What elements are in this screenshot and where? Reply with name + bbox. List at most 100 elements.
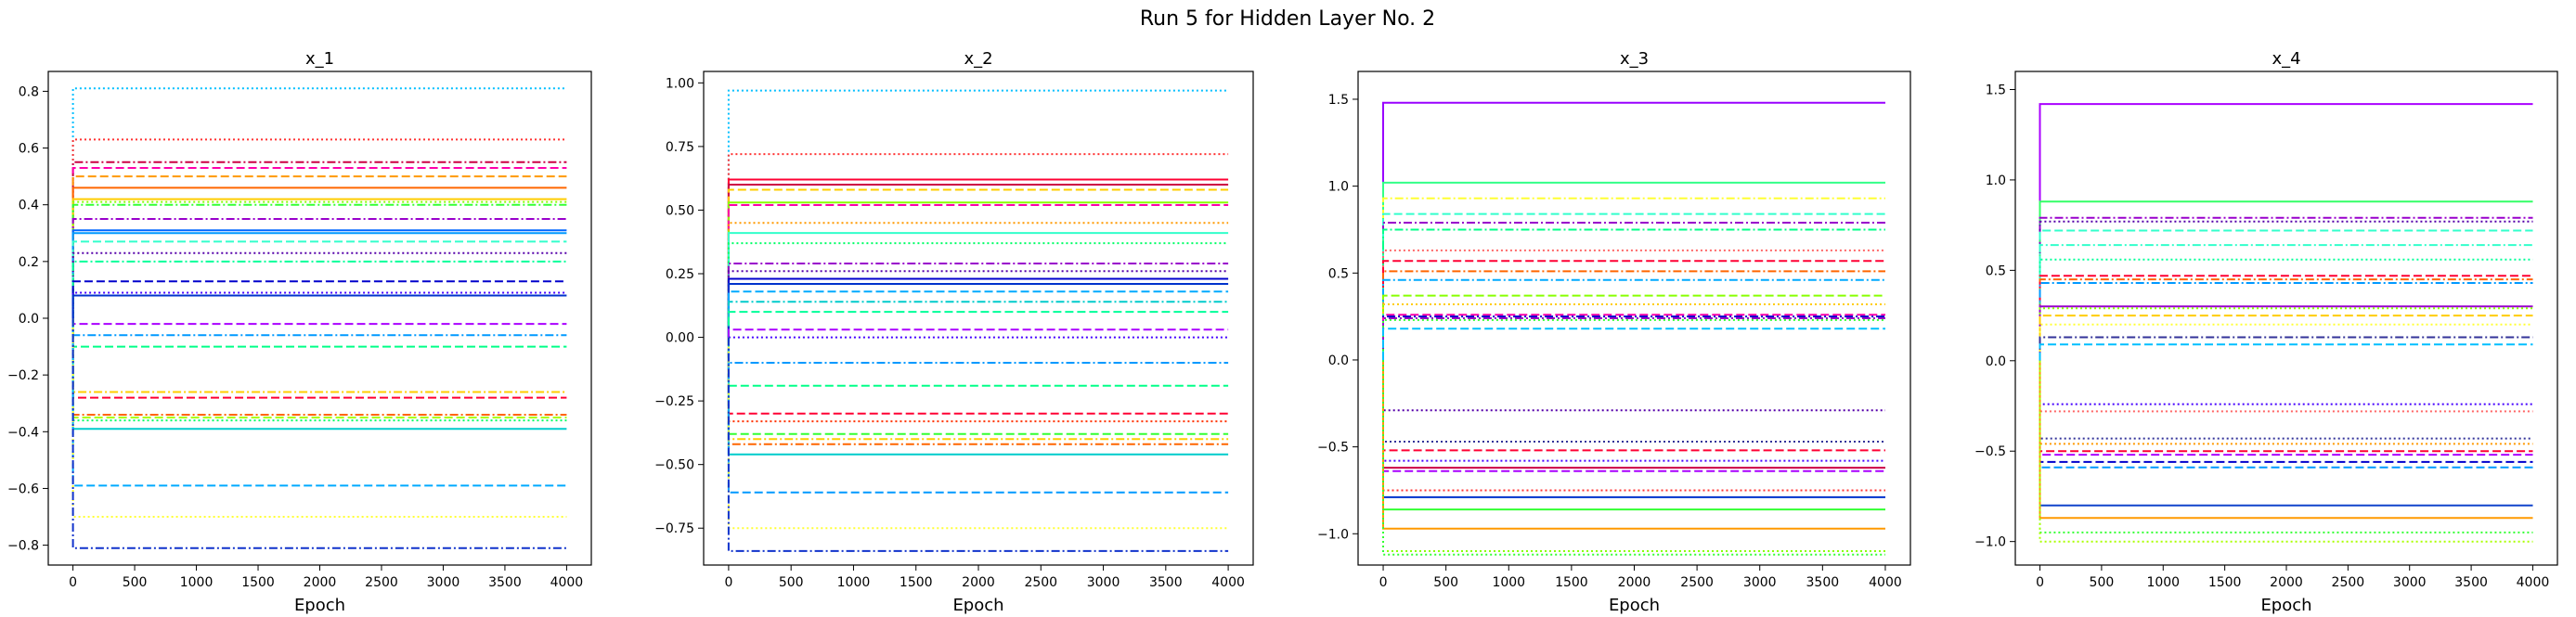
series-line-16 [2039, 343, 2533, 361]
x-tick-label: 3000 [427, 575, 460, 590]
y-tick-label: 1.0 [1986, 174, 2006, 188]
series-line-12 [2039, 307, 2533, 361]
x-axis-label: Epoch [1609, 596, 1660, 615]
series-line-18 [71, 294, 567, 318]
x-tick-label: 2500 [1680, 575, 1714, 590]
chart-panel-1: x_1 Epoch 0 500 1000 1500 2000 2500 3000 3500 4000… [7, 49, 592, 615]
series-line-30 [727, 337, 1229, 552]
series-line-24 [2039, 360, 2533, 469]
plot-area [2014, 71, 2558, 566]
x-tick-label: 2000 [2270, 575, 2303, 590]
x-tick-label: 3500 [488, 575, 522, 590]
series-line-17 [727, 311, 1229, 338]
x-tick-label: 1000 [2146, 575, 2180, 590]
y-tick-label: −1.0 [1974, 535, 2006, 550]
x-tick-label: 3500 [1806, 575, 1840, 590]
y-tick-label: 1.5 [1986, 83, 2006, 97]
x-tick-label: 2500 [365, 575, 398, 590]
plot-area [47, 71, 592, 566]
y-tick-label: 0.0 [1328, 353, 1349, 368]
plot-area [703, 71, 1254, 566]
y-tick-label: 0.0 [1986, 354, 2006, 369]
x-tick-label: 4000 [1869, 575, 1902, 590]
y-tick-label: 0.25 [666, 267, 694, 282]
y-tick-label: −1.0 [1317, 527, 1349, 542]
x-tick-label: 1000 [1492, 575, 1525, 590]
x-tick-label: 2000 [304, 575, 337, 590]
series-group [1382, 101, 1885, 556]
series-group [71, 87, 567, 549]
y-tick-label: −0.5 [1317, 441, 1349, 456]
y-tick-label: 0.00 [666, 331, 694, 346]
y-tick-label: 0.6 [19, 142, 39, 157]
x-tick-label: 1000 [180, 575, 214, 590]
x-tick-label: 500 [779, 575, 804, 590]
y-tick-label: −0.75 [654, 521, 694, 536]
series-line-12 [727, 270, 1229, 338]
x-axis-label: Epoch [294, 596, 345, 615]
series-line-11 [727, 263, 1229, 338]
x-tick-label: 500 [1433, 575, 1458, 590]
series-line-10 [2039, 282, 2533, 361]
x-tick-label: 2000 [1618, 575, 1651, 590]
x-tick-label: 3000 [1087, 575, 1120, 590]
y-tick-label: 0.5 [1986, 264, 2006, 278]
y-tick-label: −0.6 [7, 482, 39, 496]
x-tick-label: 1500 [1555, 575, 1588, 590]
y-tick-label: −0.50 [654, 458, 694, 473]
x-tick-label: 2500 [2332, 575, 2365, 590]
series-line-30 [71, 318, 567, 549]
x-axis-label: Epoch [2260, 596, 2311, 615]
x-tick-label: 3000 [2393, 575, 2427, 590]
series-line-1 [727, 89, 1229, 338]
chart-panel-4: x_4 Epoch 0 500 1000 1500 2000 2500 3000 3500 4000… [1974, 49, 2558, 615]
series-group [2039, 103, 2533, 543]
x-tick-label: 0 [69, 575, 77, 590]
chart-panel-3: x_3 Epoch 0 500 1000 1500 2000 2500 3000 3500 4000… [1317, 49, 1911, 615]
y-tick-label: −0.4 [7, 425, 39, 440]
y-tick-label: −0.2 [7, 368, 39, 383]
x-tick-label: 4000 [1211, 575, 1245, 590]
y-tick-label: 0.5 [1328, 266, 1349, 281]
chart-title: x_1 [305, 49, 334, 69]
chart-title: x_3 [1620, 49, 1649, 69]
x-tick-label: 2000 [962, 575, 995, 590]
series-group [727, 89, 1229, 552]
x-tick-label: 4000 [2517, 575, 2550, 590]
y-tick-label: −0.8 [7, 539, 39, 554]
x-tick-label: 0 [724, 575, 732, 590]
x-tick-label: 3000 [1743, 575, 1777, 590]
x-tick-label: 500 [123, 575, 148, 590]
y-tick-label: 0.2 [19, 255, 39, 270]
series-line-8 [1382, 260, 1885, 360]
series-line-10 [1382, 278, 1885, 360]
y-tick-label: 1.0 [1328, 180, 1349, 195]
x-tick-label: 0 [2036, 575, 2044, 590]
series-line-17 [1382, 328, 1885, 360]
x-tick-label: 3500 [2454, 575, 2488, 590]
y-tick-label: 0.75 [666, 140, 694, 155]
y-tick-label: 0.50 [666, 203, 694, 218]
x-axis-label: Epoch [952, 596, 1003, 615]
series-line-14 [1382, 315, 1885, 360]
y-tick-label: 1.5 [1328, 93, 1349, 108]
figure-suptitle: Run 5 for Hidden Layer No. 2 [1140, 7, 1435, 31]
chart-title: x_2 [964, 49, 992, 69]
y-tick-label: −0.5 [1974, 444, 2006, 459]
y-tick-label: 0.0 [19, 312, 39, 327]
y-tick-label: 0.8 [19, 84, 39, 99]
y-tick-label: −0.25 [654, 394, 694, 409]
series-line-16 [727, 301, 1229, 338]
chart-panels: x_1 Epoch 0 500 1000 1500 2000 2500 3000 3500 4000… [7, 49, 2558, 615]
series-line-29 [1382, 360, 1885, 556]
x-tick-label: 1500 [2208, 575, 2242, 590]
series-line-5 [1382, 222, 1885, 360]
chart-title: x_4 [2272, 49, 2300, 69]
y-tick-label: 0.4 [19, 199, 39, 213]
chart-panel-2: x_2 Epoch 0 500 1000 1500 2000 2500 3000 3500 4000… [654, 49, 1254, 615]
x-tick-label: 1000 [837, 575, 871, 590]
series-line-11 [1382, 294, 1885, 360]
series-line-14 [71, 251, 567, 318]
x-tick-label: 500 [2090, 575, 2115, 590]
x-tick-label: 1500 [241, 575, 275, 590]
